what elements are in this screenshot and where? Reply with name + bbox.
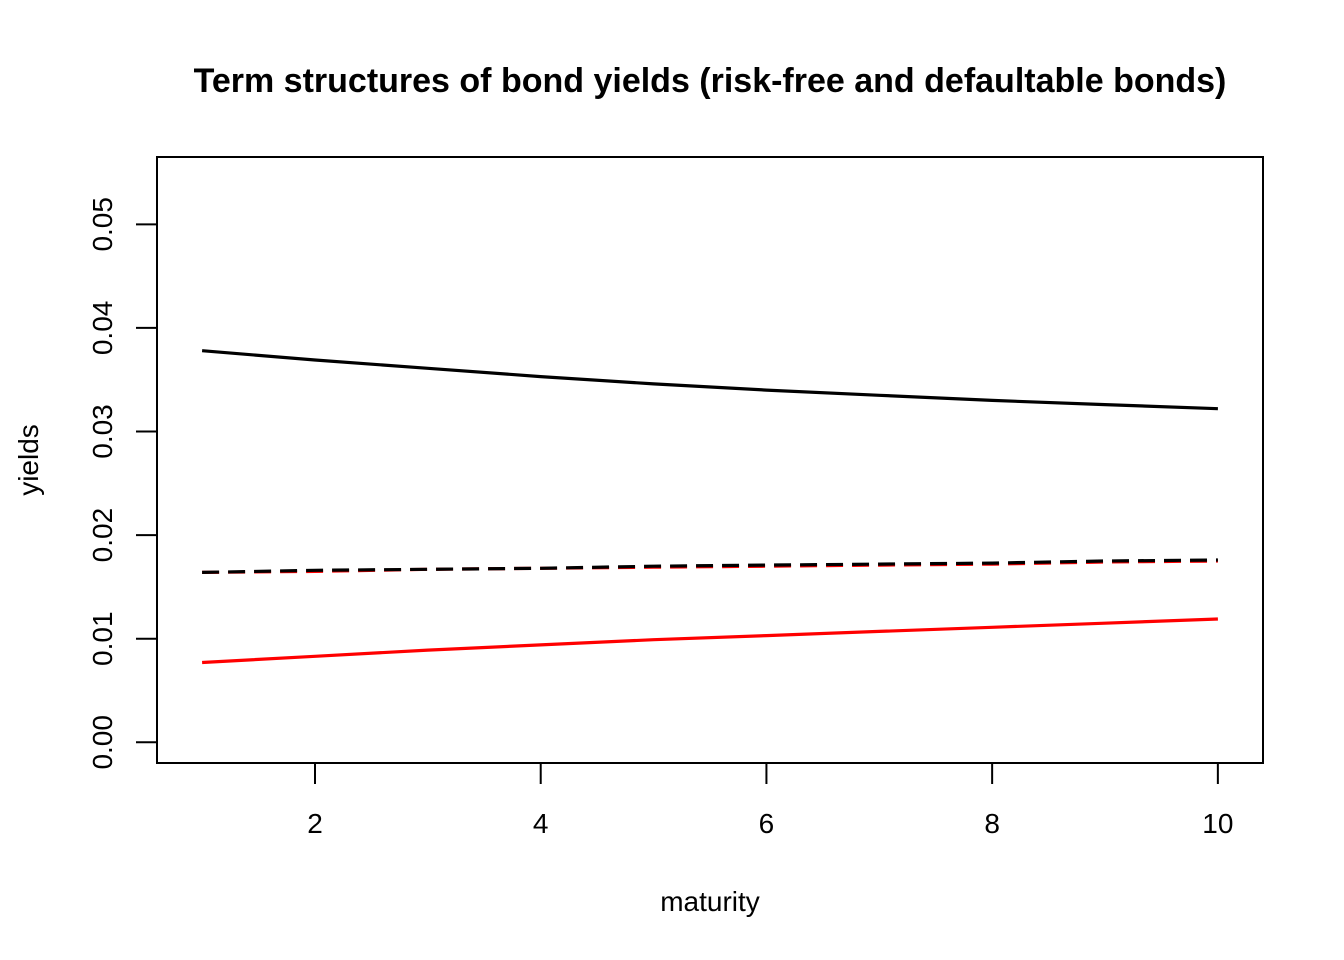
x-tick-label: 8 <box>984 808 1000 839</box>
series-layer <box>201 349 1218 665</box>
series-line-2 <box>202 617 1218 665</box>
y-tick-label: 0.05 <box>87 197 118 252</box>
y-tick-label: 0.04 <box>87 301 118 356</box>
y-tick-label: 0.01 <box>87 611 118 666</box>
y-axis-label: yields <box>13 424 44 496</box>
x-tick-label: 6 <box>759 808 775 839</box>
plot-frame <box>156 156 1264 764</box>
x-tick-label: 4 <box>533 808 549 839</box>
series-line-1 <box>201 349 1218 411</box>
x-tick-label: 2 <box>307 808 323 839</box>
y-tick-label: 0.02 <box>87 508 118 563</box>
chart-title: Term structures of bond yields (risk-fre… <box>194 62 1227 100</box>
x-axis-label: maturity <box>660 886 760 917</box>
x-axis: 2 4 6 8 10 <box>307 762 1233 839</box>
y-tick-label: 0.03 <box>87 404 118 459</box>
y-axis: 0.00 0.01 0.02 0.03 0.04 0.05 <box>87 197 158 770</box>
x-tick-label: 10 <box>1202 808 1233 839</box>
y-tick-label: 0.00 <box>87 715 118 770</box>
series-line-4 <box>202 558 1218 574</box>
